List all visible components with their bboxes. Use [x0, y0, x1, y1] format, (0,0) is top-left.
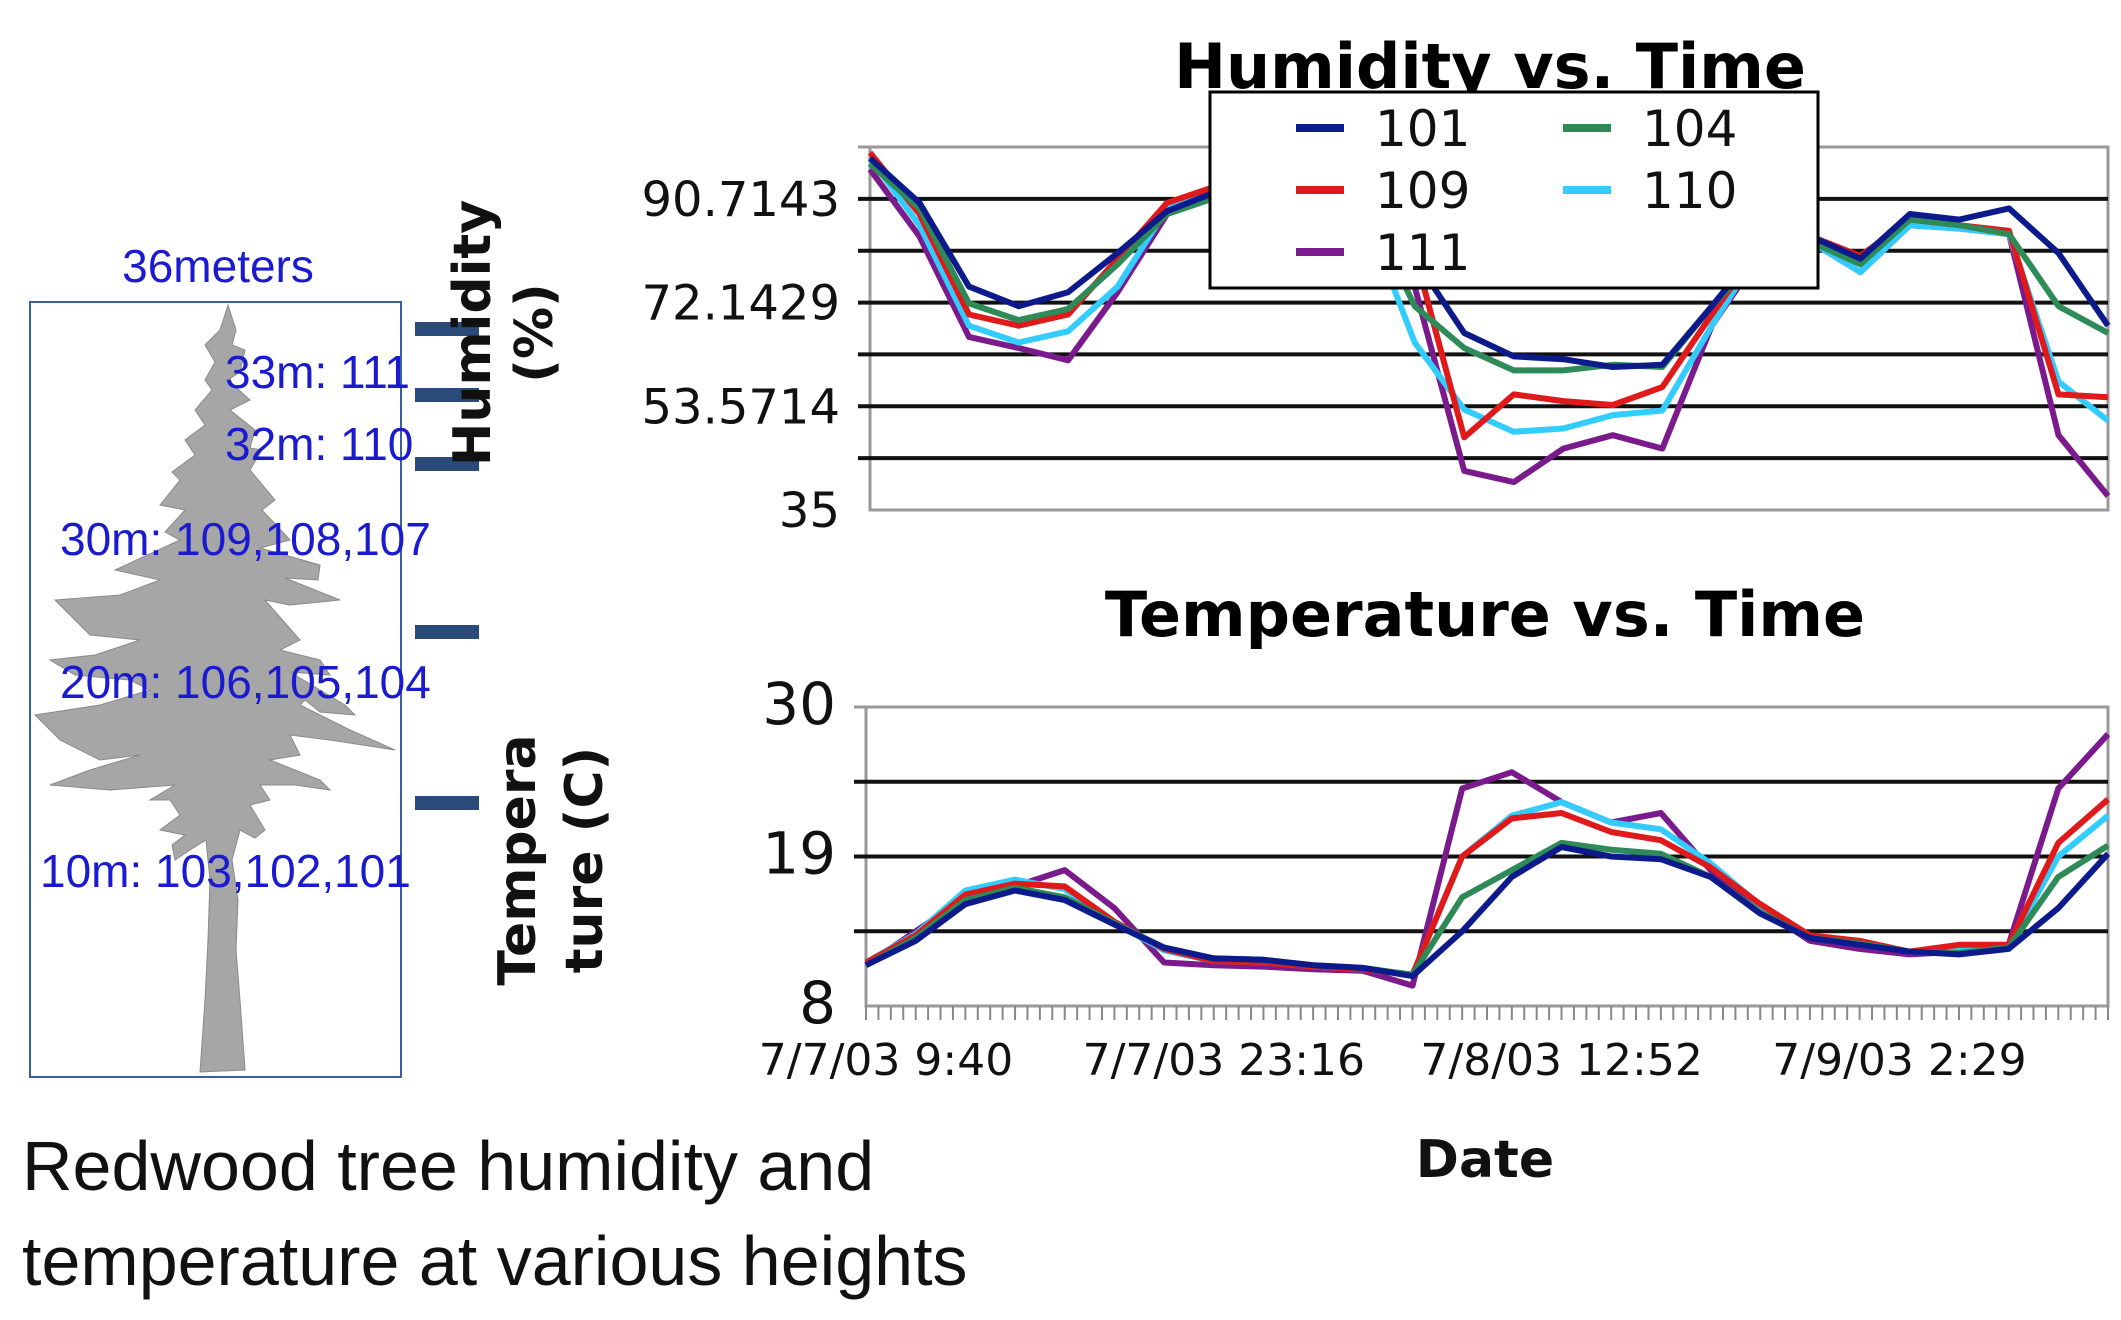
caption-line-1: Redwood tree humidity and — [22, 1127, 874, 1205]
humidity-ytick-label: 90.7143 — [642, 172, 841, 228]
humidity-series-104 — [867, 161, 2110, 374]
temperature-xtick-label: 7/7/03 23:16 — [1083, 1035, 1365, 1086]
temperature-xtick-label: 7/7/03 9:40 — [759, 1035, 1013, 1086]
legend-label-110: 110 — [1642, 162, 1737, 220]
legend-label-101: 101 — [1375, 100, 1470, 158]
sensor-marker — [415, 625, 479, 639]
sensor-label-20m: 20m: 106,105,104 — [60, 656, 431, 708]
humidity-ylabel-line2: (%) — [505, 283, 565, 383]
humidity-series-110 — [867, 156, 2110, 435]
legend-label-104: 104 — [1642, 100, 1737, 158]
temperature-ytick-label: 19 — [762, 820, 836, 888]
redwood-tree-silhouette — [33, 303, 396, 1073]
temperature-chart: 30 19 87/7/03 9:40 7/7/03 23:16 7/8/03 12:52… — [759, 670, 2111, 1086]
sensor-label-32m: 32m: 110 — [225, 418, 413, 470]
sensor-markers — [415, 322, 479, 810]
legend: 101 104 109 110 111 — [1208, 90, 1820, 290]
temperature-ylabel-line2: ture (C) — [555, 747, 615, 974]
legend-label-109: 109 — [1375, 162, 1470, 220]
temperature-ytick-label: 8 — [799, 969, 836, 1037]
sensor-marker — [415, 796, 479, 810]
temperature-xtick-label: 7/8/03 12:52 — [1420, 1035, 1702, 1086]
temperature-xtick-label: 7/9/03 2:29 — [1772, 1035, 2026, 1086]
humidity-ytick-label: 53.5714 — [642, 379, 841, 435]
sensor-marker — [415, 322, 479, 336]
tree-height-label: 36meters — [122, 240, 314, 292]
humidity-ytick-label: 35 — [779, 483, 840, 539]
caption-line-2: temperature at various heights — [22, 1222, 968, 1300]
sensor-label-10m: 10m: 103,102,101 — [40, 845, 411, 897]
temperature-chart-title: Temperature vs. Time — [1105, 578, 1865, 651]
humidity-ylabel-line1: Humidity — [443, 200, 503, 466]
temperature-series-101 — [864, 844, 2111, 980]
legend-label-111: 111 — [1375, 224, 1470, 282]
sensor-label-30m: 30m: 109,108,107 — [60, 513, 431, 565]
tree-panel: 36meters 33m: 111 32m: 110 30m: 109,108,… — [29, 240, 479, 1078]
sensor-marker — [415, 457, 479, 471]
sensor-label-33m: 33m: 111 — [225, 346, 410, 398]
tree-frame — [29, 301, 402, 1078]
sensor-marker — [415, 388, 479, 402]
x-axis-title: Date — [1416, 1130, 1554, 1190]
humidity-series-101 — [867, 155, 2111, 370]
temperature-ylabel-line1: Tempera — [488, 734, 548, 985]
temperature-ytick-label: 30 — [762, 670, 836, 738]
humidity-ytick-label: 72.1429 — [642, 276, 841, 332]
